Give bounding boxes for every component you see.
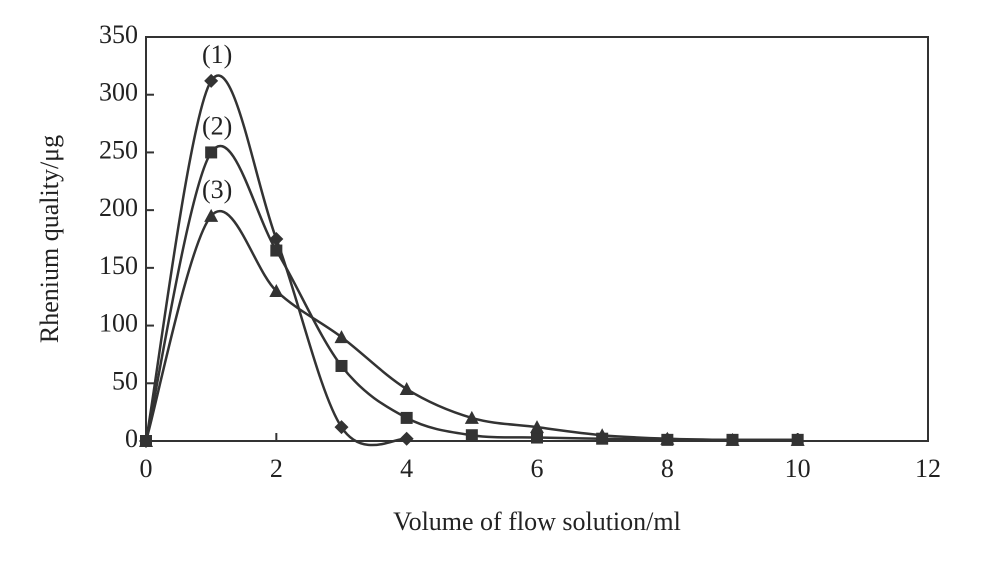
marker	[465, 429, 478, 442]
y-tick-label: 100	[99, 309, 138, 338]
marker	[530, 420, 544, 434]
marker	[334, 420, 349, 435]
marker	[790, 432, 805, 446]
y-tick-label: 50	[112, 366, 138, 395]
marker	[334, 330, 349, 344]
y-tick-label: 200	[99, 193, 138, 222]
marker	[464, 410, 479, 424]
marker	[204, 208, 219, 222]
series-label: (1)	[202, 40, 232, 69]
x-tick-label: 2	[270, 454, 283, 483]
marker	[205, 146, 218, 159]
series-line	[144, 144, 798, 442]
marker	[335, 359, 348, 372]
series-label: (2)	[202, 111, 232, 140]
marker	[204, 73, 219, 88]
y-tick-label: 150	[99, 251, 138, 280]
x-tick-label: 8	[661, 454, 674, 483]
marker	[660, 431, 675, 445]
x-tick-label: 12	[915, 454, 941, 483]
marker	[399, 382, 414, 396]
marker	[595, 428, 610, 442]
y-tick-label: 250	[99, 135, 138, 164]
series-line	[144, 209, 798, 442]
x-tick-label: 10	[785, 454, 811, 483]
y-tick-label: 350	[99, 20, 138, 49]
y-axis-label: Rhenium quality/μg	[35, 135, 64, 343]
marker	[270, 244, 283, 257]
marker	[531, 431, 543, 444]
x-tick-label: 4	[400, 454, 413, 483]
marker	[269, 283, 284, 297]
x-tick-label: 6	[531, 454, 544, 483]
y-tick-label: 300	[99, 78, 138, 107]
x-axis-label: Volume of flow solution/ml	[393, 507, 681, 536]
x-tick-label: 0	[140, 454, 153, 483]
marker	[400, 411, 413, 424]
marker	[399, 431, 414, 446]
y-tick-label: 0	[125, 424, 138, 453]
series-label: (3)	[202, 175, 232, 204]
plot-frame	[145, 36, 929, 442]
marker	[725, 432, 740, 446]
series-line	[144, 74, 407, 447]
marker	[139, 434, 153, 447]
